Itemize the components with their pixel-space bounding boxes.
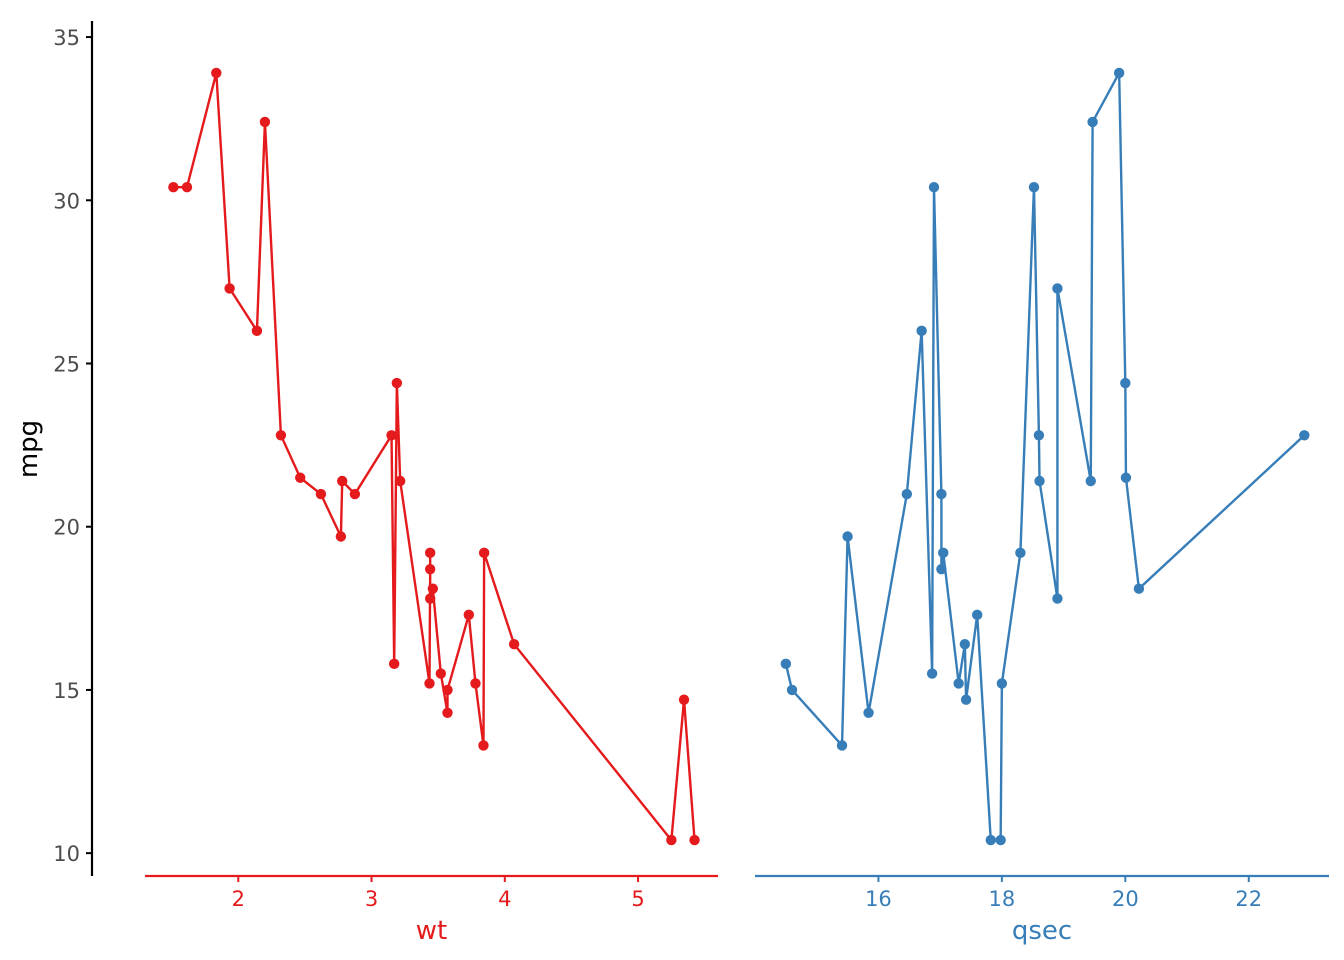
data-point (1015, 547, 1026, 559)
x-tick-label: 18 (989, 887, 1016, 911)
data-point (1113, 67, 1125, 79)
data-point (1033, 430, 1045, 441)
data-point (938, 547, 949, 559)
x-tick-label: 5 (631, 887, 644, 911)
data-point (901, 488, 913, 500)
data-point (424, 678, 435, 689)
data-point (388, 658, 400, 670)
data-point (916, 325, 927, 337)
data-point (689, 834, 700, 846)
data-point (478, 740, 489, 751)
data-point (251, 325, 263, 337)
data-point (1299, 430, 1310, 441)
data-point (349, 488, 361, 500)
data-point (211, 67, 222, 79)
data-point (836, 740, 848, 751)
data-point (168, 182, 179, 193)
x-axis-title-qsec: qsec (1012, 916, 1072, 946)
data-point (953, 678, 964, 689)
data-point (842, 531, 853, 542)
data-point (1052, 593, 1063, 604)
x-axis-title-wt: wt (416, 916, 447, 946)
data-point (463, 609, 475, 621)
data-point (1120, 377, 1131, 389)
data-point (926, 668, 938, 679)
data-point (936, 563, 947, 575)
series-qsec (780, 67, 1310, 846)
data-point (780, 658, 792, 670)
panel-qsec: 16 18 20 22 qsec (755, 67, 1329, 946)
data-point (1085, 475, 1096, 487)
data-point (335, 531, 347, 542)
y-tick-label: 35 (53, 26, 80, 50)
data-point (424, 563, 436, 575)
data-point (1087, 116, 1098, 128)
data-point (508, 639, 520, 650)
data-point (391, 377, 403, 389)
data-point (424, 547, 436, 559)
data-point (259, 116, 271, 128)
data-point (224, 283, 235, 294)
data-point (678, 694, 690, 705)
series-wt (168, 67, 700, 846)
panel-wt: 2 3 4 5 wt (145, 67, 718, 946)
data-point (1133, 583, 1145, 594)
x-tick-label: 4 (498, 887, 511, 911)
x-tick-label: 16 (865, 887, 892, 911)
data-point (295, 472, 306, 483)
data-point (427, 583, 439, 594)
data-point (386, 430, 397, 441)
data-point (315, 488, 327, 500)
data-point (863, 707, 874, 718)
data-point (1120, 472, 1132, 483)
data-point (666, 834, 677, 846)
x-tick-label: 3 (365, 887, 378, 911)
data-point (959, 639, 971, 650)
data-point (928, 182, 940, 193)
data-point (181, 182, 193, 193)
x-axis-wt: 2 3 4 5 (145, 874, 718, 911)
y-tick-label: 25 (53, 352, 80, 376)
data-point (786, 684, 798, 696)
data-point (337, 475, 348, 487)
data-point (971, 609, 983, 621)
data-point (470, 678, 481, 689)
y-axis-title: mpg (14, 420, 44, 478)
x-axis-qsec: 16 18 20 22 (755, 874, 1329, 911)
data-point (442, 684, 453, 696)
data-point (996, 678, 1008, 689)
data-point (995, 834, 1006, 846)
series-line (784, 71, 1306, 842)
x-tick-label: 20 (1112, 887, 1139, 911)
data-point (394, 475, 406, 487)
data-point (435, 668, 447, 679)
data-point (1052, 283, 1063, 294)
data-point (442, 707, 453, 718)
data-point (275, 430, 287, 441)
y-tick-label: 15 (53, 679, 80, 703)
y-tick-label: 30 (53, 189, 80, 213)
x-tick-label: 22 (1235, 887, 1262, 911)
data-point (478, 547, 490, 559)
series-line (173, 71, 696, 842)
data-point (985, 834, 996, 846)
data-point (424, 593, 436, 604)
data-point (1034, 475, 1045, 487)
data-point (936, 488, 947, 500)
x-tick-label: 2 (232, 887, 245, 911)
data-point (960, 694, 972, 705)
data-point (1028, 182, 1040, 193)
y-tick-label: 20 (53, 516, 80, 540)
y-axis: 10 15 20 25 30 35 (53, 21, 94, 876)
y-tick-label: 10 (53, 842, 80, 866)
